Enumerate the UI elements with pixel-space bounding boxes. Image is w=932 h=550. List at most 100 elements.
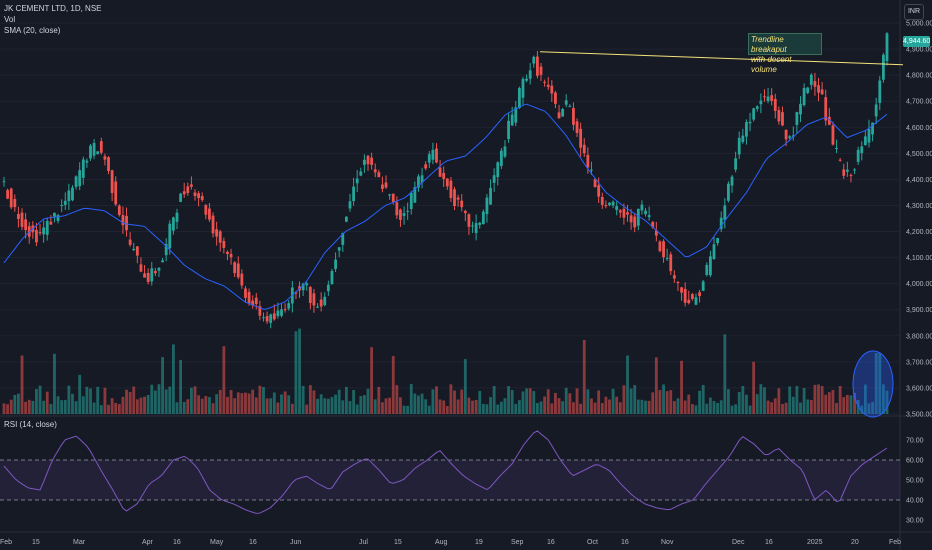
volume-bar: [42, 400, 46, 414]
volume-bar: [734, 404, 738, 414]
candle-body: [316, 306, 319, 308]
candle-body: [211, 215, 215, 234]
volume-bar: [521, 391, 525, 414]
volume-bar: [881, 384, 885, 414]
candle-body: [698, 292, 701, 297]
candle-body: [146, 272, 150, 282]
volume-bar: [809, 399, 813, 414]
volume-bar: [103, 387, 107, 414]
candle-body: [636, 208, 640, 226]
volume-bar: [56, 396, 60, 414]
volume-bar: [186, 399, 190, 414]
rsi-tick-label: 70.00: [906, 438, 924, 445]
price-tick-label: 4,200.00: [906, 229, 932, 236]
volume-bar: [215, 394, 219, 414]
candle-body: [435, 148, 438, 163]
volume-bar: [813, 384, 817, 414]
candle-body: [168, 223, 172, 249]
volume-bar: [409, 384, 413, 414]
candle-body: [114, 181, 118, 205]
candle-body: [431, 149, 435, 160]
volume-bar: [788, 386, 792, 414]
candle-body: [647, 215, 651, 218]
time-tick-label: 2025: [807, 539, 823, 546]
candle-body: [413, 187, 417, 203]
volume-bar: [89, 388, 92, 414]
candle-body: [853, 169, 856, 171]
volume-bar: [730, 405, 734, 414]
resistance-trendline: [539, 51, 904, 66]
candle-body: [723, 205, 727, 220]
price-tick-label: 5,000.00: [906, 21, 932, 28]
candle-body: [92, 143, 96, 156]
candle-body: [359, 171, 363, 176]
volume-bar: [417, 395, 420, 414]
volume-bar: [301, 385, 305, 414]
candle-body: [132, 248, 136, 251]
volume-bar: [35, 388, 38, 414]
candle-body: [759, 100, 763, 105]
currency-button[interactable]: INR: [904, 4, 924, 20]
candle-body: [817, 85, 820, 93]
volume-bar: [211, 403, 215, 414]
candle-body: [294, 292, 298, 294]
volume-bar: [247, 393, 251, 414]
candle-body: [806, 87, 810, 93]
candle-body: [161, 260, 164, 263]
volume-bar: [845, 394, 849, 414]
volume-bar: [442, 400, 446, 414]
candle-body: [399, 209, 402, 220]
volume-bar: [366, 388, 370, 414]
volume-bar: [31, 400, 35, 414]
volume-bar: [575, 388, 579, 414]
candle-body: [42, 227, 46, 235]
volume-bar: [164, 389, 168, 414]
candle-body: [842, 169, 846, 176]
candle-body: [557, 112, 561, 119]
candle-body: [690, 294, 694, 299]
volume-bar: [842, 397, 846, 414]
volume-bar: [831, 389, 835, 414]
candle-body: [121, 215, 125, 226]
volume-bar: [773, 398, 777, 414]
candle-body: [514, 107, 518, 123]
volume-bar: [435, 386, 438, 414]
volume-bar: [190, 387, 193, 414]
volume-bar: [860, 405, 864, 414]
candle-body: [781, 112, 784, 126]
volume-bar: [132, 386, 136, 414]
volume-bar: [96, 386, 100, 414]
candle-body: [795, 112, 799, 125]
volume-bar: [698, 390, 701, 414]
candle-body: [334, 259, 337, 269]
volume-bar: [874, 352, 878, 414]
volume-bar: [78, 374, 82, 414]
price-tick-label: 4,100.00: [906, 255, 932, 262]
volume-bar: [117, 404, 121, 414]
volume-bar: [373, 399, 377, 414]
volume-bar: [334, 394, 337, 414]
volume-bar: [427, 405, 431, 414]
volume-bar: [326, 398, 330, 414]
volume-bar: [153, 390, 157, 414]
volume-bar: [608, 399, 611, 414]
volume-bar: [85, 386, 89, 414]
candle-body: [481, 211, 485, 224]
candle-body: [182, 191, 186, 195]
volume-bar: [344, 386, 348, 414]
candle-body: [809, 74, 813, 85]
volume-bar: [770, 402, 774, 414]
candle-body: [590, 169, 593, 171]
volume-bar: [633, 385, 637, 414]
candle-body: [395, 202, 399, 216]
candle-body: [352, 186, 355, 202]
volume-bar: [384, 398, 388, 414]
sma-legend: SMA (20, close): [4, 26, 61, 35]
candle-body: [788, 136, 792, 138]
candle-body: [218, 231, 222, 243]
candle-body: [766, 96, 770, 102]
candle-body: [748, 121, 752, 124]
volume-bar: [359, 396, 363, 414]
volume-bar: [781, 403, 784, 414]
